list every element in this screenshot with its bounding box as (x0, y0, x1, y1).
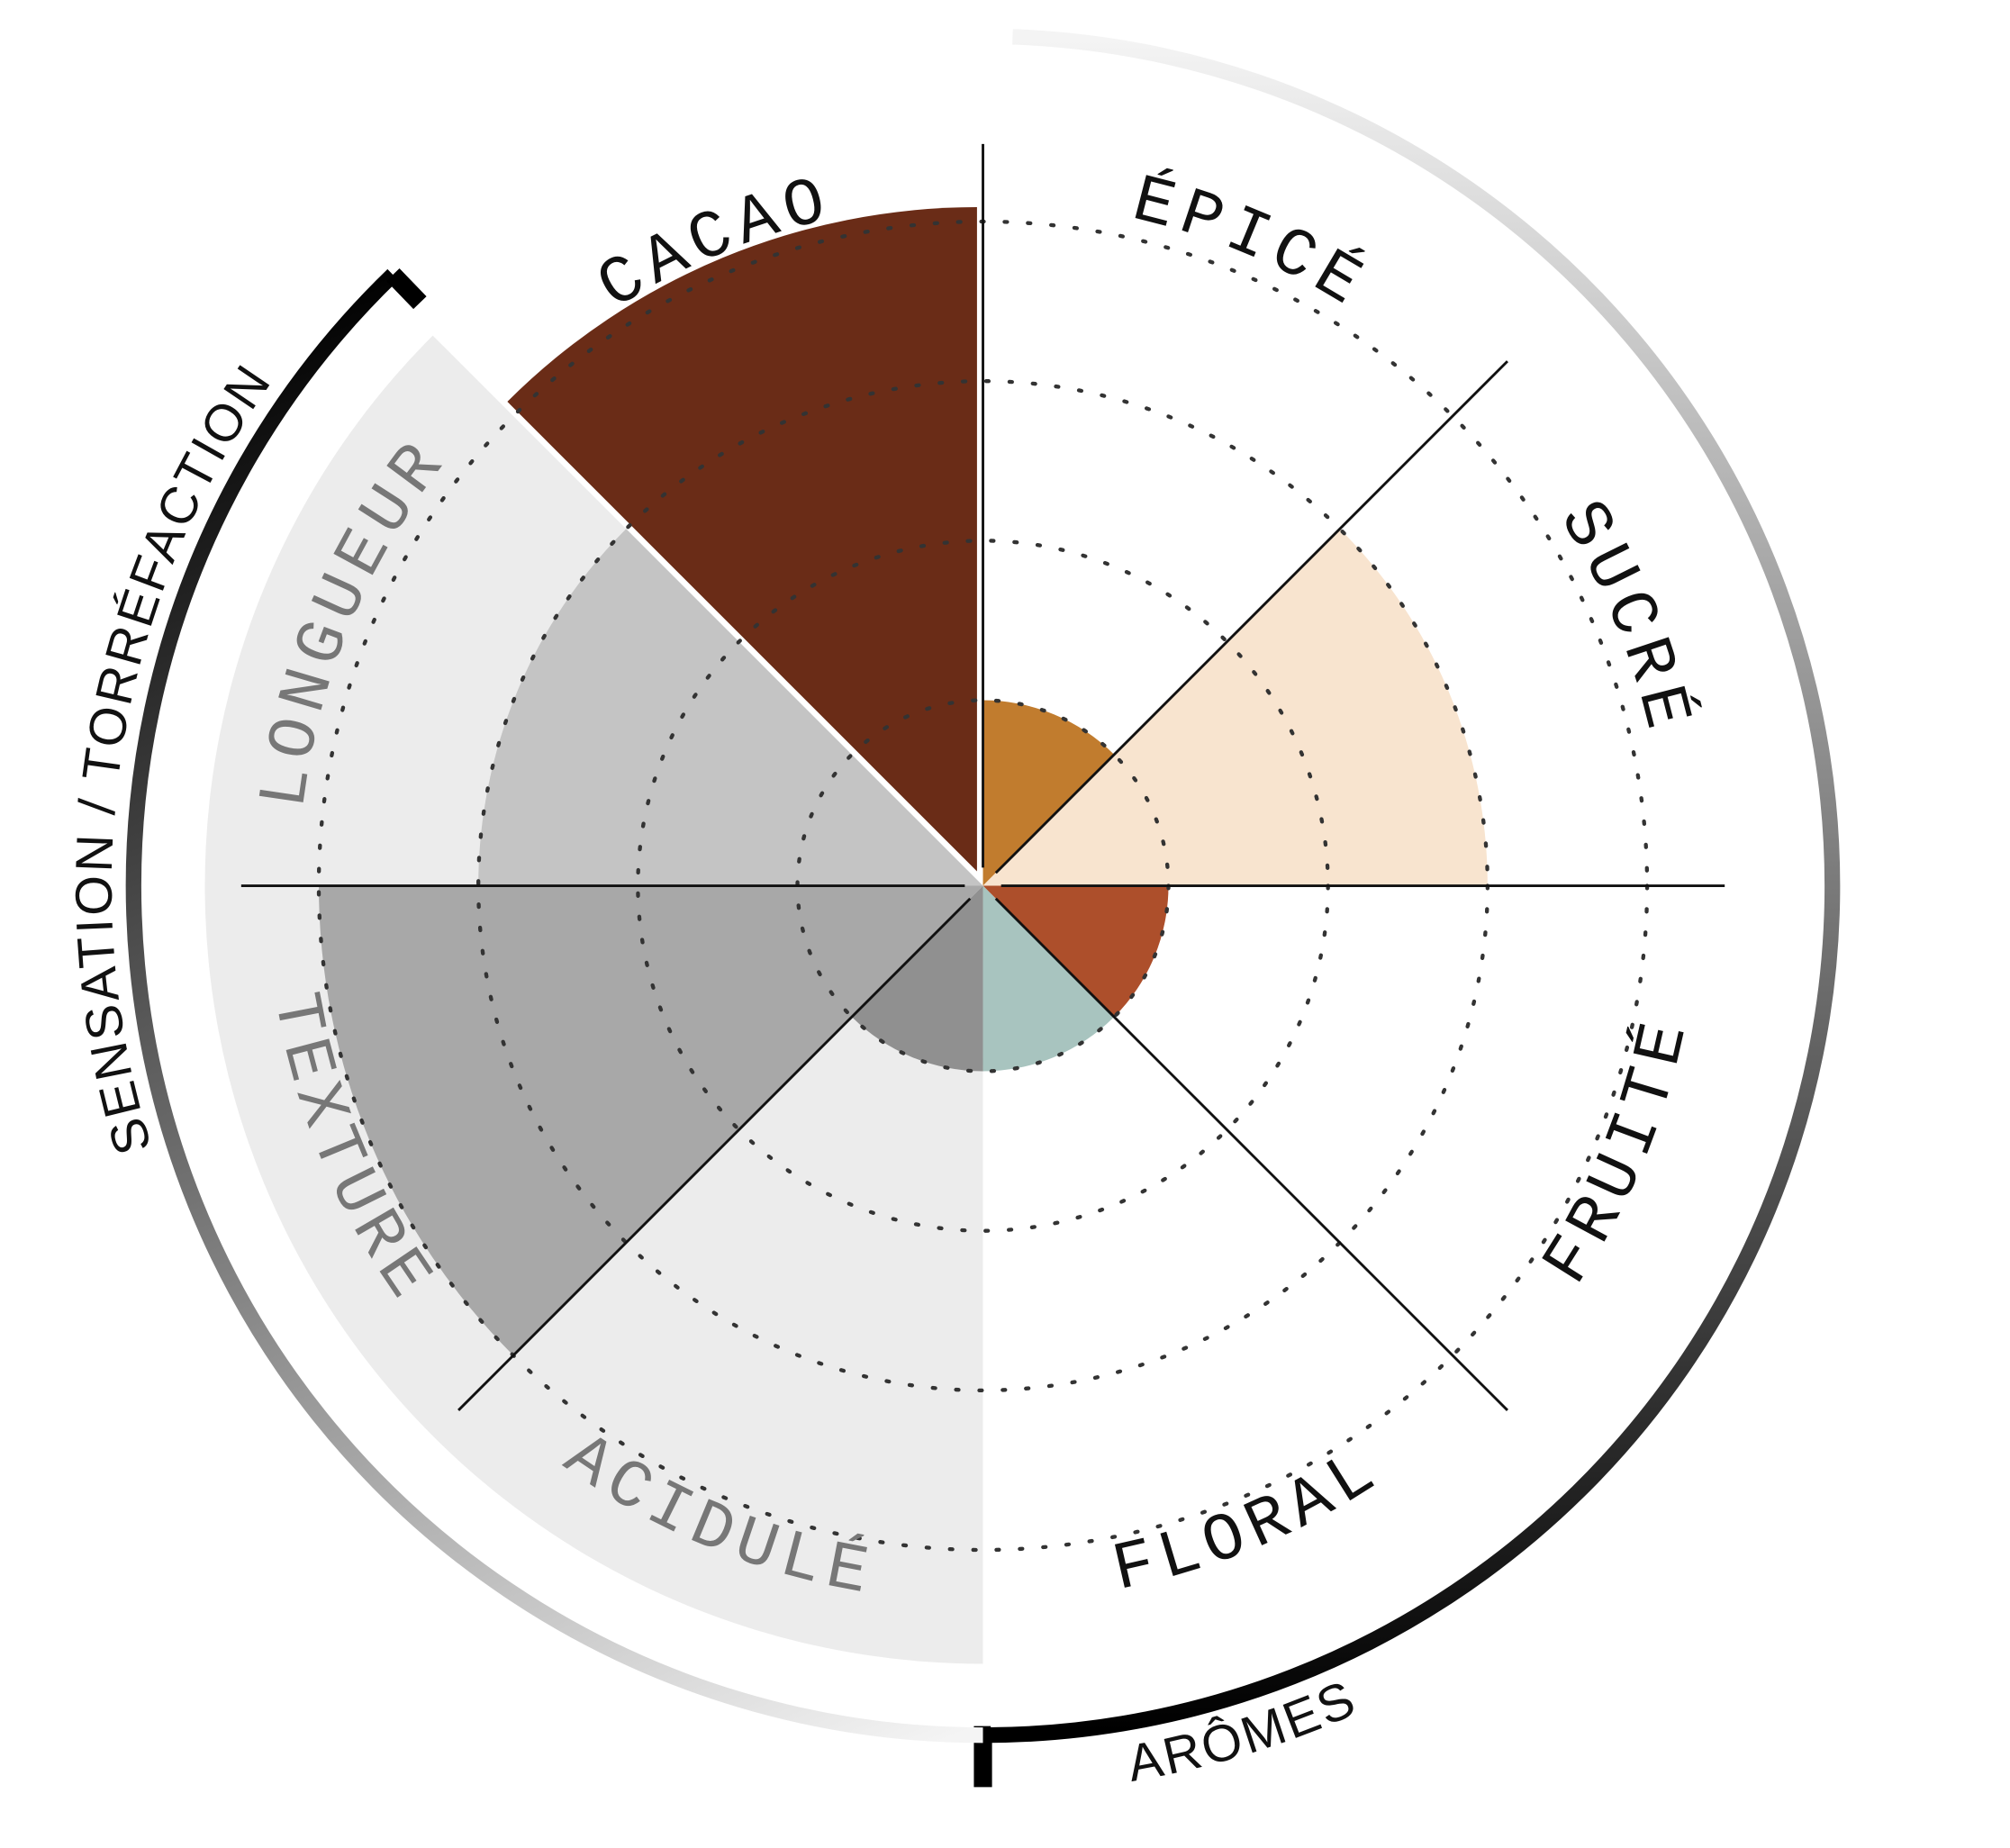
divider (457, 897, 972, 1411)
wedge (478, 529, 983, 886)
divider (994, 360, 1508, 874)
group-bracket (386, 268, 427, 310)
wedge (982, 885, 1115, 1072)
category-label-text: SUCRÉ (1543, 489, 1698, 744)
divider (994, 897, 1508, 1411)
category-label: FLORAL (1107, 1433, 1396, 1609)
group-bracket (973, 1726, 992, 1788)
category-label: FRUITÉ (1530, 1009, 1707, 1298)
wedge (982, 885, 1169, 1018)
group-arc (125, 268, 983, 1744)
group-arc (982, 29, 1841, 1744)
wedge (507, 207, 977, 872)
category-label: ÉPICÉ (1125, 162, 1381, 326)
wedge (851, 885, 983, 1072)
category-label-text: ÉPICÉ (1125, 162, 1372, 326)
wedge (982, 700, 1115, 886)
category-label-text: FRUITÉ (1530, 1009, 1699, 1298)
category-label-text: FLORAL (1107, 1433, 1388, 1609)
category-label: SUCRÉ (1543, 489, 1707, 744)
label-path (1484, 419, 1668, 862)
wedge (982, 529, 1488, 886)
wedge (318, 885, 983, 1356)
